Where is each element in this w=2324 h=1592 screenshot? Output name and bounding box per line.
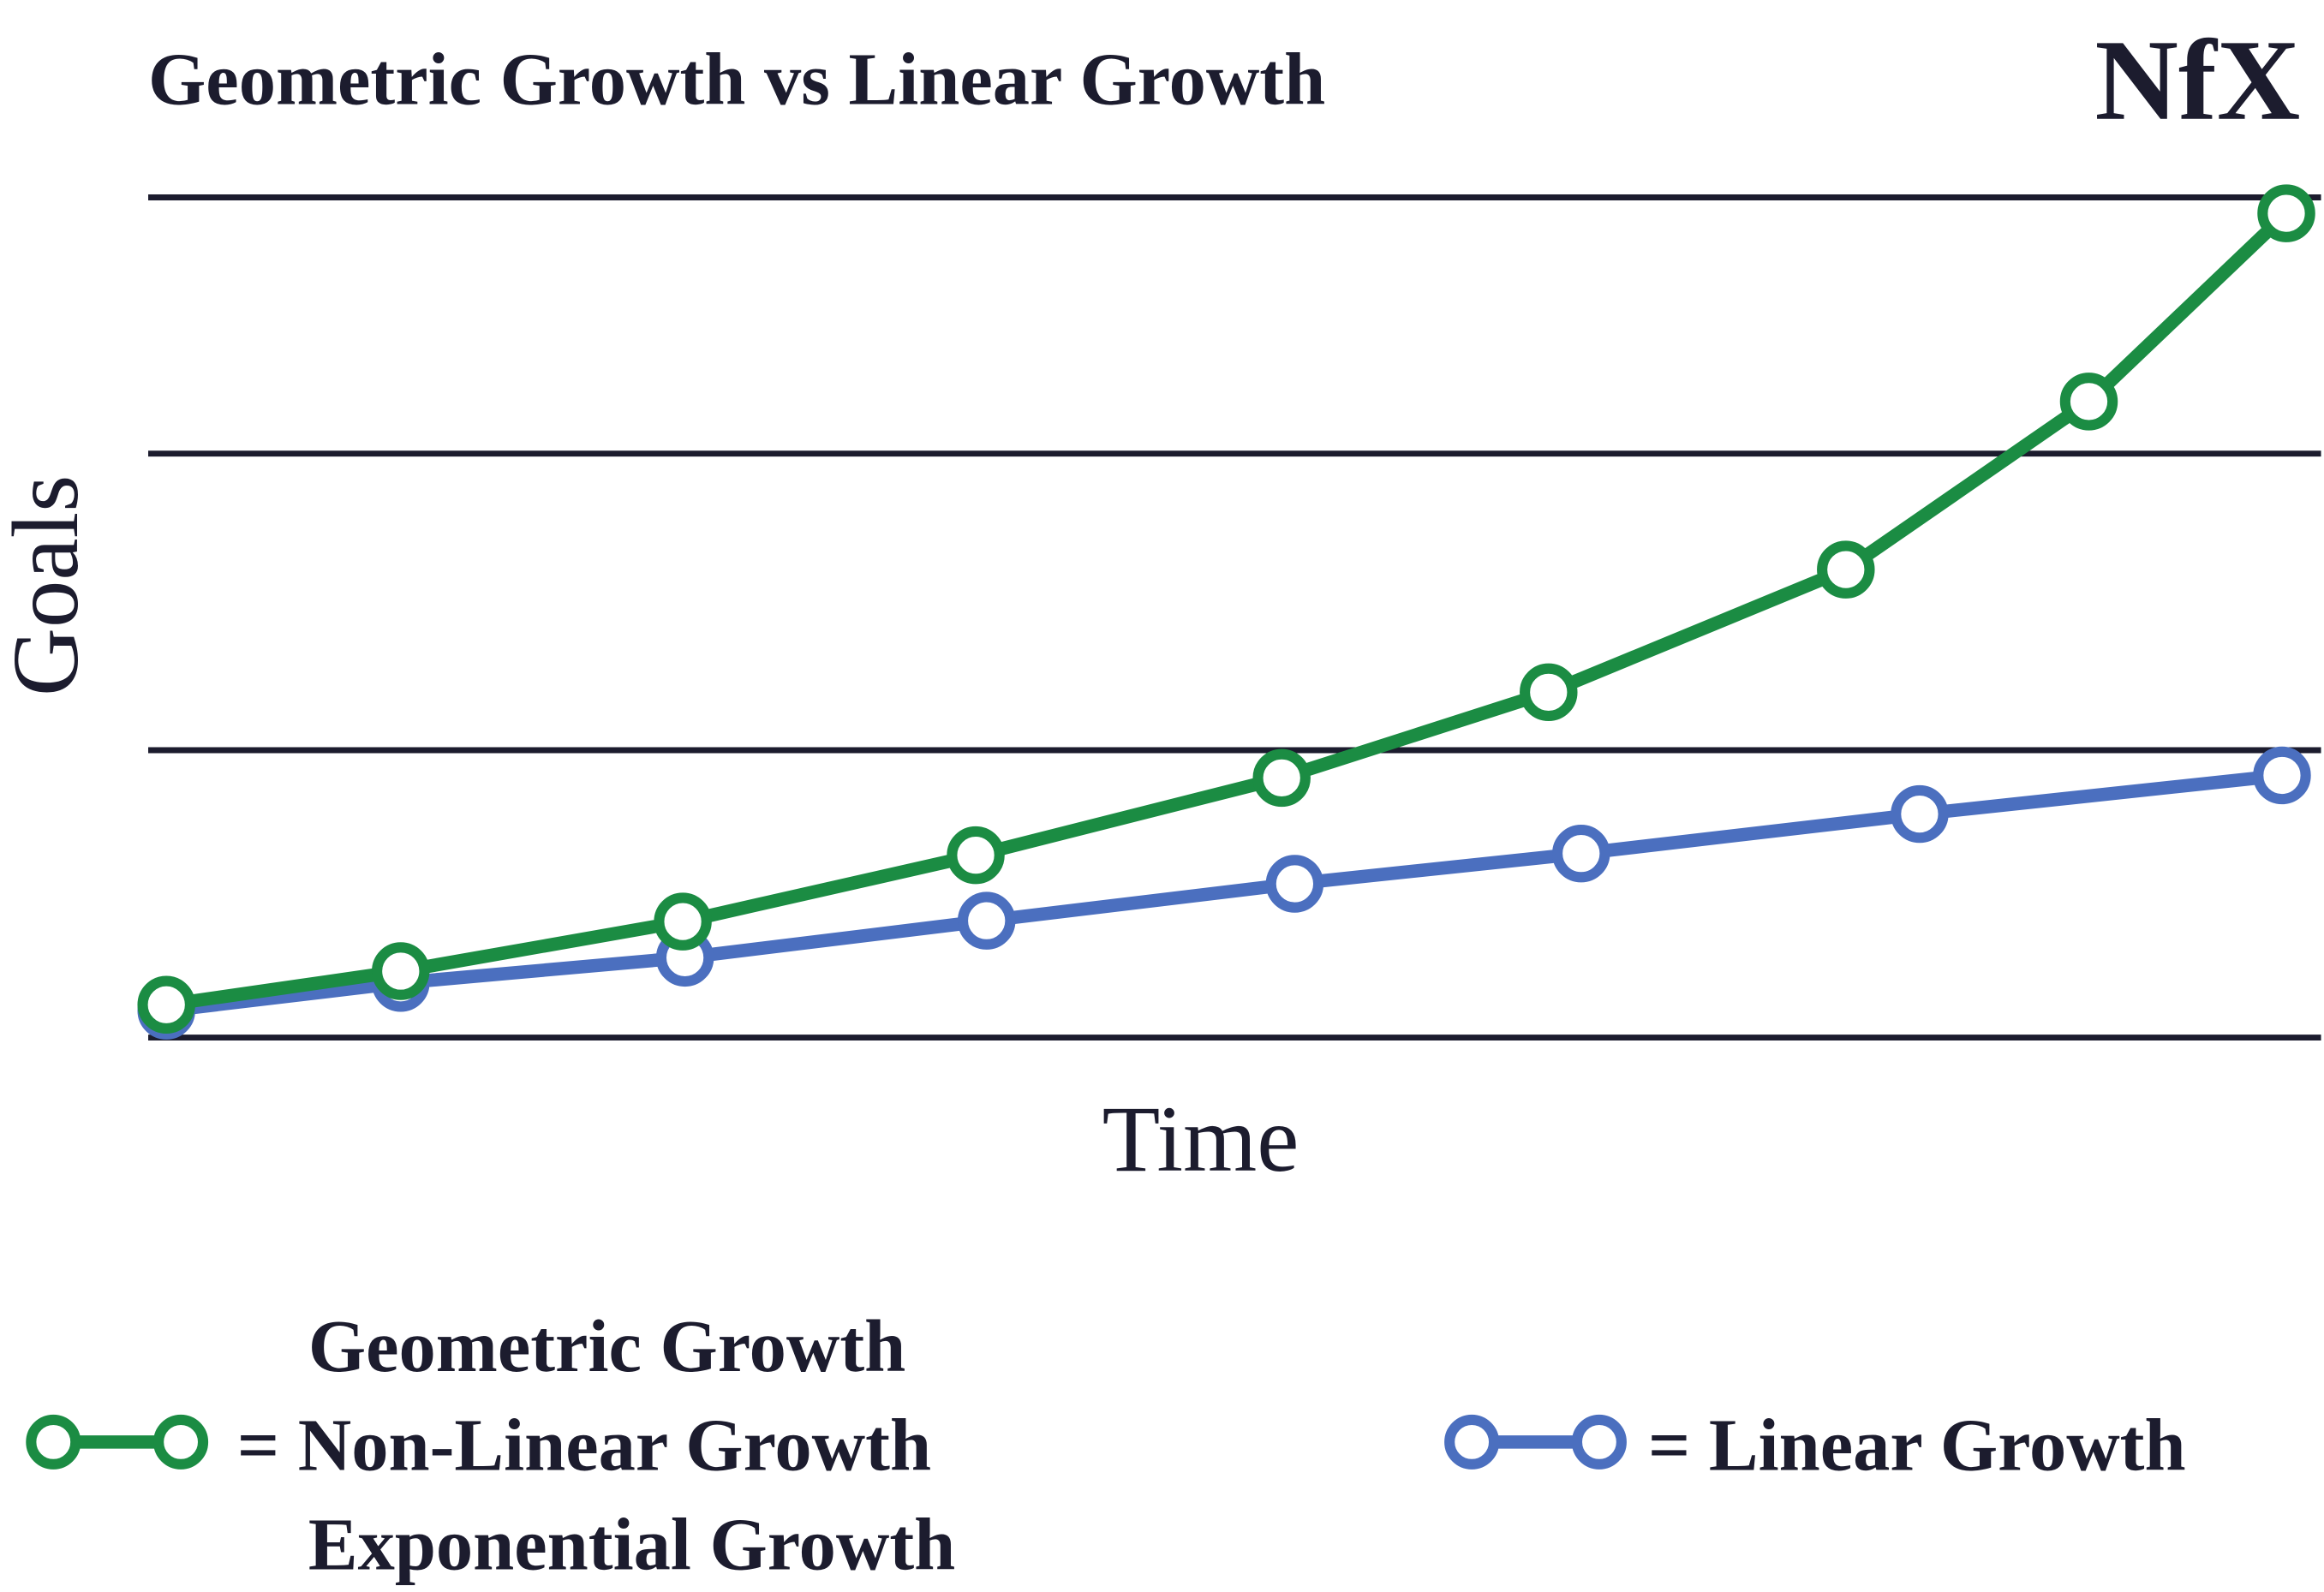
data-point xyxy=(372,942,430,1000)
data-point xyxy=(947,826,1005,885)
legend-marker xyxy=(1571,1414,1627,1470)
legend-label: Exponential Growth xyxy=(308,1504,955,1586)
legend-label: Geometric Growth xyxy=(308,1305,905,1387)
data-point xyxy=(2059,373,2118,431)
legend-marker xyxy=(1444,1414,1500,1470)
logo: NfX xyxy=(2094,17,2300,145)
series-line xyxy=(159,768,2289,1017)
x-axis-label: Time xyxy=(1102,1086,1299,1191)
data-point xyxy=(1817,540,1875,599)
data-point xyxy=(1252,748,1311,808)
legend-label: = Linear Growth xyxy=(1648,1404,2186,1487)
data-point xyxy=(1520,663,1578,722)
data-point xyxy=(2253,746,2311,805)
data-point xyxy=(654,892,712,951)
data-point xyxy=(2257,184,2315,242)
legend-marker xyxy=(26,1414,81,1470)
legend-marker xyxy=(153,1414,209,1470)
data-point xyxy=(957,891,1016,950)
chart-title: Geometric Growth vs Linear Growth xyxy=(148,38,1325,120)
data-point xyxy=(1265,855,1324,913)
data-point xyxy=(137,975,195,1035)
legend-label: = Non-Linear Growth xyxy=(237,1404,931,1487)
y-axis-label: Goals xyxy=(0,475,98,696)
data-point xyxy=(1891,784,1949,844)
data-point xyxy=(1552,824,1610,883)
